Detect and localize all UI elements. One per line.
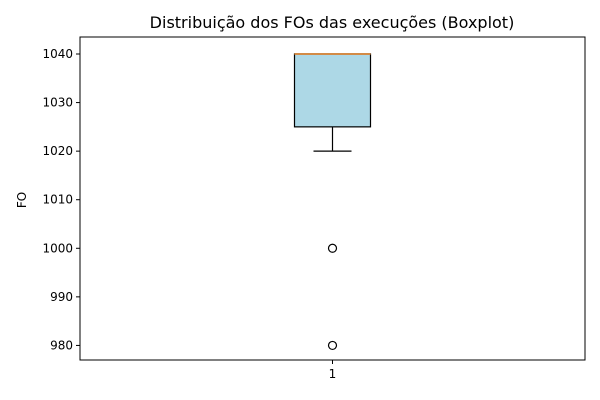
- iqr-box: [293, 53, 372, 128]
- plot-area-frame: [79, 36, 586, 361]
- outlier-point: [327, 243, 338, 253]
- y-tick-label: 1010: [42, 193, 73, 207]
- outlier-point: [327, 340, 338, 351]
- y-tick-label: 1020: [42, 144, 73, 158]
- y-tick-label: 990: [50, 290, 73, 304]
- y-axis-label: FO: [15, 192, 29, 208]
- y-tick-label: 1030: [42, 96, 73, 110]
- chart-title: Distribuição dos FOs das execuções (Boxp…: [150, 13, 515, 32]
- x-tick-label: 1: [329, 367, 337, 381]
- y-tick-label: 1000: [42, 241, 73, 255]
- y-tick-label: 1040: [42, 47, 73, 61]
- y-tick-label: 980: [50, 338, 73, 352]
